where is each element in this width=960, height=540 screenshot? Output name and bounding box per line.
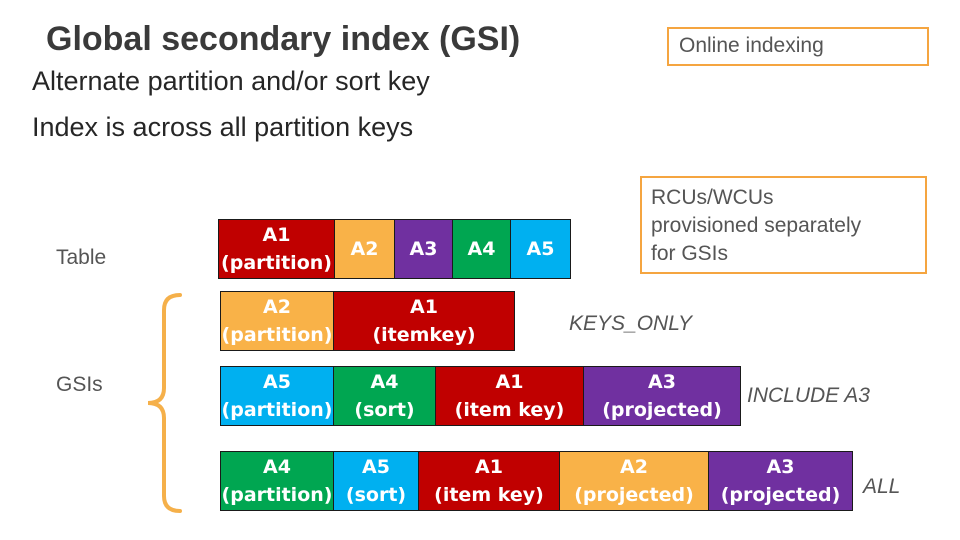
attribute-cell-a3: A3 (projected) <box>584 367 740 425</box>
attribute-role: (partition) <box>221 252 332 274</box>
attribute-role: (sort) <box>345 484 407 506</box>
attribute-role: (projected) <box>720 484 841 506</box>
attribute-cell-a2: A2 (projected) <box>560 452 709 510</box>
row-gsi-keys-only: A2 (partition) A1 (itemkey) <box>220 291 515 351</box>
attribute-name: A2 <box>350 238 379 260</box>
attribute-cell-a4: A4 (partition) <box>221 452 334 510</box>
attribute-name: A4 <box>370 371 399 393</box>
subtitle-line-2: Index is across all partition keys <box>32 112 414 142</box>
attribute-cell-a2: A2 (partition) <box>221 292 334 350</box>
subtitle-line-1: Alternate partition and/or sort key <box>32 66 430 96</box>
attribute-cell-a2: A2 <box>335 220 395 278</box>
attribute-cell-a5: A5 (partition) <box>221 367 334 425</box>
online-indexing-note: Online indexing <box>667 27 929 66</box>
attribute-cell-a5: A5 <box>511 220 570 278</box>
projection-tag-gsi-keys-only: KEYS_ONLY <box>569 312 692 335</box>
attribute-name: A1 <box>495 371 524 393</box>
attribute-cell-a3: A3 (projected) <box>709 452 852 510</box>
attribute-role: (projected) <box>574 484 694 506</box>
attribute-name: A1 <box>475 456 503 478</box>
row-table: A1 (partition) A2 A3 A4 A5 <box>218 219 571 279</box>
table-label: Table <box>56 246 107 269</box>
attribute-name: A3 <box>409 238 438 260</box>
attribute-cell-a3: A3 <box>395 220 453 278</box>
attribute-cell-a5: A5 (sort) <box>334 452 419 510</box>
attribute-name: A2 <box>263 296 291 318</box>
attribute-role: (item key) <box>434 484 544 506</box>
attribute-cell-a1: A1 (item key) <box>436 367 584 425</box>
attribute-cell-a1: A1 (partition) <box>219 220 335 278</box>
attribute-name: A3 <box>648 371 676 393</box>
attribute-role: (partition) <box>221 484 333 506</box>
attribute-role: (projected) <box>602 399 722 421</box>
gsi-brace-icon <box>147 293 182 513</box>
slide-title: Global secondary index (GSI) <box>46 20 521 58</box>
attribute-cell-a1: A1 (itemkey) <box>334 292 514 350</box>
attribute-name: A4 <box>467 238 496 260</box>
attribute-cell-a4: A4 (sort) <box>334 367 436 425</box>
attribute-name: A2 <box>620 456 648 478</box>
attribute-name: A5 <box>263 371 291 393</box>
row-gsi-all: A4 (partition) A5 (sort) A1 (item key) A2 (proj… <box>220 451 853 511</box>
attribute-name: A4 <box>263 456 291 478</box>
attribute-name: A1 <box>262 224 291 246</box>
attribute-role: (sort) <box>354 399 415 421</box>
attribute-role: (partition) <box>221 324 333 346</box>
projection-tag-gsi-all: ALL <box>863 475 901 498</box>
capacity-note: RCUs/WCUs provisioned separately for GSI… <box>640 176 927 274</box>
attribute-role: (partition) <box>221 399 333 421</box>
capacity-note-line-2: provisioned separately <box>651 214 862 237</box>
attribute-name: A5 <box>362 456 390 478</box>
capacity-note-line-3: for GSIs <box>651 242 729 265</box>
attribute-name: A1 <box>410 296 438 318</box>
attribute-cell-a4: A4 <box>453 220 511 278</box>
row-gsi-include: A5 (partition) A4 (sort) A1 (item key) A3 (proj… <box>220 366 741 426</box>
attribute-cell-a1: A1 (item key) <box>419 452 560 510</box>
attribute-name: A3 <box>766 456 795 478</box>
projection-tag-gsi-include: INCLUDE A3 <box>747 384 870 407</box>
attribute-role: (item key) <box>454 399 565 421</box>
attribute-name: A5 <box>526 238 555 260</box>
capacity-note-line-1: RCUs/WCUs <box>651 186 774 209</box>
attribute-role: (itemkey) <box>372 324 476 346</box>
gsis-label: GSIs <box>56 373 103 396</box>
